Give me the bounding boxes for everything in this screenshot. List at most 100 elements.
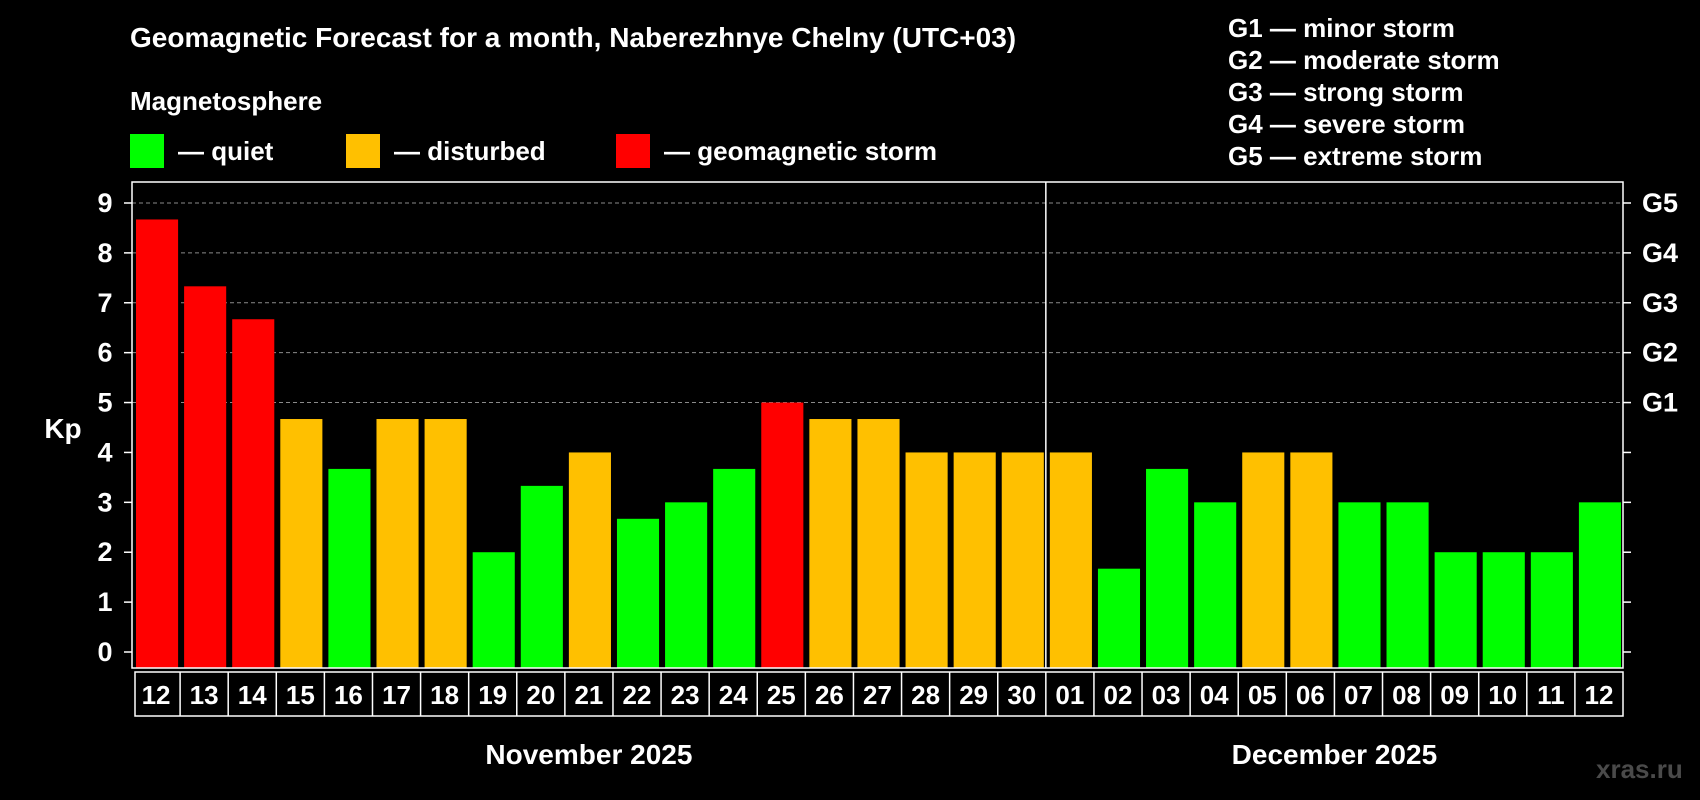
bar-31 bbox=[1578, 502, 1621, 668]
date-label-10: 21 bbox=[574, 680, 603, 710]
bar-20 bbox=[1049, 452, 1092, 668]
date-label-26: 07 bbox=[1344, 680, 1373, 710]
date-label-2: 13 bbox=[190, 680, 219, 710]
bar-17 bbox=[905, 452, 948, 668]
bar-5 bbox=[328, 468, 371, 668]
chart-title: Geomagnetic Forecast for a month, Nabere… bbox=[130, 22, 1017, 53]
date-label-17: 28 bbox=[911, 680, 940, 710]
bar-15 bbox=[809, 419, 852, 668]
storm-level-label-g5: G5 bbox=[1642, 188, 1678, 218]
legend-swatch-disturbed bbox=[346, 134, 380, 168]
date-label-8: 19 bbox=[478, 680, 507, 710]
storm-level-label-g3: G3 bbox=[1642, 288, 1678, 318]
date-label-23: 04 bbox=[1200, 680, 1229, 710]
date-label-4: 15 bbox=[286, 680, 315, 710]
y-tick-label-2: 2 bbox=[97, 537, 112, 567]
bar-8 bbox=[472, 552, 515, 668]
bar-18 bbox=[953, 452, 996, 668]
legend-swatch-quiet bbox=[130, 134, 164, 168]
bar-24 bbox=[1242, 452, 1285, 668]
bar-19 bbox=[1001, 452, 1044, 668]
y-tick-label-5: 5 bbox=[97, 388, 112, 418]
date-label-9: 20 bbox=[526, 680, 555, 710]
date-label-31: 12 bbox=[1584, 680, 1613, 710]
bar-30 bbox=[1530, 552, 1573, 668]
date-label-11: 22 bbox=[623, 680, 652, 710]
date-label-14: 25 bbox=[767, 680, 796, 710]
y-tick-label-4: 4 bbox=[97, 437, 112, 467]
date-label-27: 08 bbox=[1392, 680, 1421, 710]
date-label-24: 05 bbox=[1248, 680, 1277, 710]
storm-level-label-g1: G1 bbox=[1642, 388, 1678, 418]
date-label-15: 26 bbox=[815, 680, 844, 710]
date-label-21: 02 bbox=[1104, 680, 1133, 710]
date-label-19: 30 bbox=[1007, 680, 1036, 710]
bar-1 bbox=[136, 219, 179, 669]
legend-label-storm: — geomagnetic storm bbox=[664, 135, 938, 166]
y-tick-label-1: 1 bbox=[97, 587, 112, 617]
date-label-6: 17 bbox=[382, 680, 411, 710]
bar-3 bbox=[232, 319, 275, 668]
date-label-5: 16 bbox=[334, 680, 363, 710]
y-tick-label-6: 6 bbox=[97, 338, 112, 368]
legend-swatch-storm bbox=[616, 134, 650, 168]
date-label-30: 11 bbox=[1537, 680, 1565, 710]
bar-4 bbox=[280, 419, 323, 668]
bar-12 bbox=[665, 502, 708, 668]
y-tick-label-8: 8 bbox=[97, 238, 112, 268]
y-tick-label-0: 0 bbox=[97, 637, 112, 667]
bar-11 bbox=[616, 518, 660, 668]
bar-16 bbox=[857, 419, 900, 668]
y-tick-label-3: 3 bbox=[97, 487, 112, 517]
bar-21 bbox=[1097, 568, 1141, 668]
legend-item-storm: — geomagnetic storm bbox=[616, 133, 937, 169]
storm-scale-g2: G2 — moderate storm bbox=[1228, 45, 1500, 75]
bar-29 bbox=[1482, 552, 1525, 668]
month-label-november: November 2025 bbox=[485, 739, 692, 770]
chart-subtitle: Magnetosphere bbox=[130, 86, 323, 116]
y-axis-label: Kp bbox=[44, 413, 81, 444]
legend-item-quiet: — quiet bbox=[130, 133, 273, 169]
storm-scale-g4: G4 — severe storm bbox=[1228, 109, 1466, 139]
bar-2 bbox=[184, 286, 227, 668]
storm-scale-g5: G5 — extreme storm bbox=[1228, 141, 1483, 171]
y-tick-label-7: 7 bbox=[97, 288, 112, 318]
date-label-1: 12 bbox=[142, 680, 171, 710]
date-label-28: 09 bbox=[1440, 680, 1469, 710]
bar-13 bbox=[713, 468, 756, 668]
bar-9 bbox=[520, 485, 563, 668]
bar-23 bbox=[1194, 502, 1237, 668]
bar-28 bbox=[1434, 552, 1477, 668]
date-label-16: 27 bbox=[863, 680, 892, 710]
storm-scale-g3: G3 — strong storm bbox=[1228, 77, 1464, 107]
bar-22 bbox=[1146, 468, 1189, 668]
month-label-december: December 2025 bbox=[1232, 739, 1437, 770]
plot-frame bbox=[131, 181, 1624, 669]
bar-25 bbox=[1290, 452, 1333, 668]
bar-6 bbox=[376, 419, 419, 668]
date-label-29: 10 bbox=[1488, 680, 1517, 710]
y-tick-label-9: 9 bbox=[97, 188, 112, 218]
bar-10 bbox=[568, 452, 611, 668]
storm-scale-legend: G1 — minor storm G2 — moderate storm G3 … bbox=[1228, 12, 1500, 172]
date-label-12: 23 bbox=[671, 680, 700, 710]
legend-label-disturbed: — disturbed bbox=[394, 135, 546, 166]
storm-level-label-g2: G2 bbox=[1642, 338, 1678, 368]
date-label-13: 24 bbox=[719, 680, 748, 710]
bar-7 bbox=[424, 419, 467, 668]
bar-26 bbox=[1338, 502, 1381, 668]
date-label-25: 06 bbox=[1296, 680, 1325, 710]
date-label-18: 29 bbox=[959, 680, 988, 710]
date-label-3: 14 bbox=[238, 680, 267, 710]
storm-scale-g1: G1 — minor storm bbox=[1228, 13, 1455, 43]
bar-27 bbox=[1386, 502, 1429, 668]
date-label-7: 18 bbox=[430, 680, 459, 710]
date-row-frame bbox=[134, 671, 1624, 717]
date-label-20: 01 bbox=[1055, 680, 1084, 710]
date-label-22: 03 bbox=[1152, 680, 1181, 710]
storm-level-label-g4: G4 bbox=[1642, 238, 1678, 268]
legend-label-quiet: — quiet bbox=[178, 135, 274, 166]
legend-item-disturbed: — disturbed bbox=[346, 133, 546, 169]
